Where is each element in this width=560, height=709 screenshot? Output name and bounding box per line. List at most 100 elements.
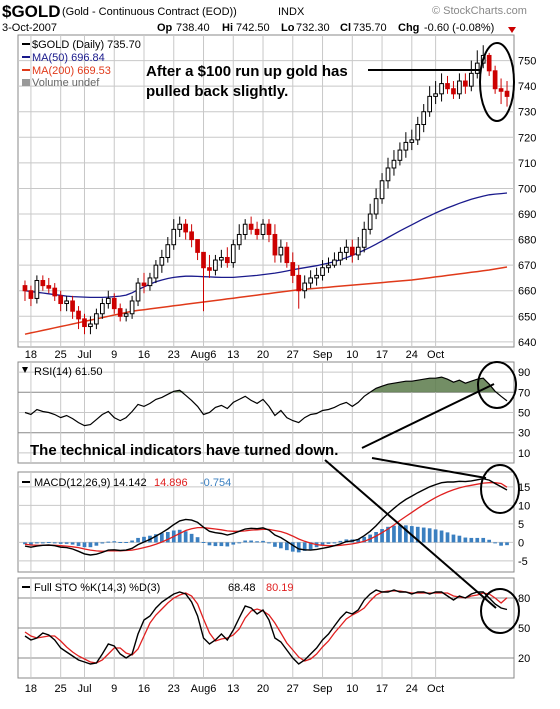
brand-logo: © StockCharts.com	[432, 5, 527, 17]
candle-body	[248, 223, 254, 230]
candle-body	[338, 251, 343, 261]
rsi-series	[24, 376, 508, 427]
bottom-x-tick-label: 27	[287, 683, 299, 695]
candle-body	[451, 88, 456, 95]
macd-line	[24, 477, 508, 556]
candle-body	[403, 141, 409, 151]
pointer-to-rsi	[361, 383, 495, 449]
rsi-line	[24, 376, 508, 427]
candle-body	[147, 277, 153, 287]
macd-hist-bar	[356, 539, 361, 543]
macd-hist-bar	[82, 542, 87, 548]
price-tick-label: 690	[518, 209, 536, 221]
macd-hist-bar	[249, 540, 253, 543]
high-label: Hi	[222, 22, 233, 34]
candle-body	[76, 310, 81, 320]
candle-body	[457, 80, 462, 95]
candle-body	[308, 277, 313, 284]
macd-hist-bar	[487, 539, 492, 543]
candle-body	[284, 246, 290, 264]
macd-hist-bar	[195, 537, 200, 543]
price-tick-label: 720	[518, 132, 536, 144]
macd-hist-bar	[52, 542, 57, 544]
macd-hist-bar	[338, 540, 343, 543]
macd-hist-bar	[130, 540, 134, 543]
candle-body	[40, 280, 46, 287]
macd-hist-bar	[344, 539, 349, 543]
macd-hist-bar	[463, 537, 468, 543]
bottom-x-tick-label: Jul	[77, 683, 91, 695]
close-value: 735.70	[353, 22, 387, 34]
candle-body	[141, 282, 147, 287]
x-tick-label: 10	[346, 349, 358, 361]
bottom-x-tick-label: 9	[111, 683, 117, 695]
bottom-x-tick-label: 18	[25, 683, 37, 695]
x-tick-label: 23	[168, 349, 180, 361]
macd-hist-bar	[332, 542, 337, 544]
price-tick-label: 640	[518, 337, 536, 349]
price-tick-label: 710	[518, 158, 536, 170]
price-panel	[17, 34, 515, 348]
macd-hist-bar	[415, 526, 420, 543]
macd-tick-label: 0	[518, 537, 524, 549]
candle-body	[46, 285, 52, 289]
macd-hist-bar	[213, 542, 218, 547]
macd-hist-bar	[380, 529, 384, 543]
legend-volume-swatch	[22, 79, 30, 86]
price-tick-label: 750	[518, 56, 536, 68]
candle-body	[28, 290, 34, 299]
macd-label: MACD(12,26,9)	[34, 477, 110, 489]
candle-body	[272, 233, 278, 256]
candle-body	[213, 259, 218, 271]
sto-axis: 20 50 80	[518, 593, 530, 665]
rsi-overbought-fill	[25, 377, 507, 393]
x-tick-label: 18	[25, 349, 37, 361]
macd-hist-bar	[439, 530, 444, 543]
candle-body	[34, 280, 40, 299]
macd-hist-bar	[392, 525, 396, 543]
ma50-line	[24, 192, 508, 299]
macd-tick-label: 10	[518, 500, 530, 512]
rsi-axis: 10 30 50 70 90	[518, 367, 530, 460]
macd-hist-bar	[302, 542, 307, 551]
macd-hist-bar	[296, 542, 301, 553]
candle-body	[70, 300, 75, 312]
macd-hist-bar	[201, 542, 206, 543]
macd-tick-label: 5	[518, 519, 524, 531]
quote-date: 3-Oct-2007	[2, 22, 57, 34]
rsi-fill-area	[25, 377, 507, 393]
x-tick-label: Aug6	[191, 349, 217, 361]
macd-hist-bar	[189, 533, 194, 543]
x-tick-label: 13	[227, 349, 239, 361]
candle-body	[266, 223, 272, 235]
rsi-tick-label: 10	[518, 448, 530, 460]
candle-body	[195, 239, 200, 253]
macd-hist-bar	[207, 542, 212, 546]
candlestick-series	[22, 45, 510, 335]
macd-value: 14.142	[113, 477, 147, 489]
price-highlight-circle	[479, 42, 515, 122]
macd-hist-value: -0.754	[200, 477, 231, 489]
sto-k-value: 68.48	[228, 582, 256, 594]
x-tick-label: 20	[257, 349, 269, 361]
x-tick-label: 24	[406, 349, 418, 361]
exchange-label: INDX	[278, 6, 305, 18]
candle-body	[88, 323, 93, 328]
open-value: 738.40	[176, 22, 210, 34]
candle-body	[468, 72, 474, 87]
low-value: 732.30	[296, 22, 330, 34]
candle-body	[224, 256, 230, 264]
macd-signal-value: 14.896	[154, 477, 188, 489]
macd-hist-bar	[237, 542, 242, 544]
macd-hist-bar	[451, 534, 456, 543]
candle-body	[379, 180, 385, 200]
candle-body	[415, 124, 421, 141]
macd-hist-bar	[386, 526, 390, 543]
macd-tick-label: 15	[518, 482, 530, 494]
macd-hist-bar	[267, 542, 271, 544]
candle-body	[397, 149, 403, 161]
macd-hist-bar	[177, 529, 182, 543]
macd-hist-bar	[100, 542, 105, 544]
macd-hist-bar	[70, 542, 75, 545]
